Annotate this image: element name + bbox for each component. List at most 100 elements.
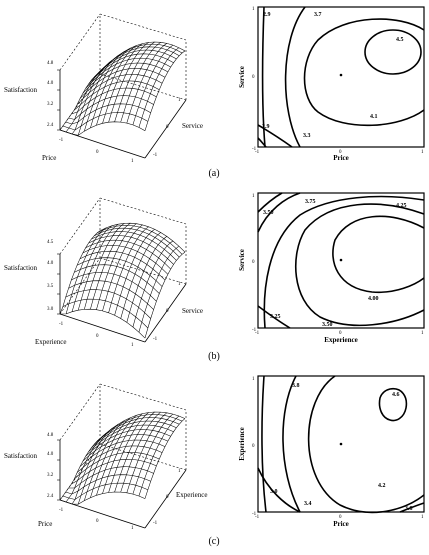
surface-mesh-line [82, 245, 169, 275]
contour-line [261, 6, 266, 148]
surface-mesh-line [71, 272, 157, 302]
contour-a-y-label: Service [238, 66, 246, 88]
contour-plot-c: 3.8 4.6 4.2 3.0 3.4 3.8 -1 0 1 -1 0 1 Pr… [238, 375, 425, 528]
surface-a-z-tick: 4.0 [47, 81, 54, 86]
contour-a-level-label: 2.9 [262, 124, 270, 130]
surface-mesh-line [114, 411, 155, 493]
surface-mesh-line [132, 413, 174, 495]
contour-c-x-tick: 1 [421, 515, 424, 520]
contour-a-level-label: 3.3 [303, 133, 311, 139]
surface-c-y-tick: -1 [153, 521, 158, 526]
surface-a-z-tick: 4.8 [47, 61, 54, 66]
contour-c-frame [257, 375, 425, 513]
contour-line [257, 305, 291, 329]
contour-b-x-tick: -1 [255, 331, 260, 336]
surface-mesh-line [96, 415, 137, 496]
surface-a-y-tick: -1 [153, 153, 158, 158]
contour-a-lines [257, 6, 425, 148]
surface-c-y-tick: 0 [166, 495, 169, 500]
surface-mesh-b [57, 197, 187, 343]
surface-a-x-tick: 1 [131, 159, 134, 164]
contour-line [399, 502, 425, 513]
panel-c: Satisfaction Price Experience 4.8 4.0 3.… [4, 375, 425, 547]
contour-line [257, 137, 267, 148]
surface-mesh-line [65, 227, 107, 314]
surface-box-edge [99, 13, 187, 41]
panel-b: Satisfaction Experience Service 4.5 4.0 … [4, 192, 425, 362]
contour-c-level-label: 4.6 [392, 392, 400, 398]
contour-c-y-tick: -1 [252, 512, 257, 517]
contour-line [307, 375, 425, 514]
contour-c-lines [257, 375, 425, 514]
surface-mesh-line [99, 222, 186, 253]
surface-mesh-line [77, 223, 119, 311]
contour-a-y-tick: 1 [252, 7, 255, 12]
surface-mesh-line [65, 65, 107, 133]
surface-mesh-line [102, 43, 143, 124]
contour-a-level-label: 4.1 [370, 114, 378, 120]
contour-line [257, 192, 283, 213]
contour-b-center-point [339, 258, 343, 262]
surface-mesh-line [84, 420, 125, 501]
surface-mesh-line [120, 232, 161, 319]
surface-mesh-line [138, 415, 180, 497]
contour-b-level-label: 3.50 [322, 322, 333, 328]
contour-b-y-tick: 1 [252, 194, 255, 199]
contour-plot-b: 3.50 3.75 4.25 4.00 3.25 3.50 -1 0 1 -1 … [238, 192, 425, 344]
surface-mesh-line [71, 428, 113, 505]
contour-c-y-tick: 1 [252, 377, 255, 382]
surface-mesh-line [144, 418, 186, 499]
surface-mesh-line [108, 412, 149, 493]
surface-axis-line [144, 283, 187, 343]
contour-b-level-label: 3.50 [263, 210, 274, 216]
contour-line [263, 195, 425, 329]
panel-c-caption: (c) [208, 536, 219, 547]
surface-mesh-line [84, 223, 125, 310]
surface-mesh-line [59, 230, 101, 315]
surface-c-z-label: Satisfaction [4, 452, 38, 460]
surface-a-z-tick: 2.4 [47, 123, 54, 128]
contour-c-y-label: Experience [238, 427, 246, 460]
surface-mesh-line [90, 47, 131, 128]
surface-b-x-tick: 1 [131, 343, 134, 348]
surface-mesh-line [71, 60, 113, 135]
surface-mesh-line [102, 413, 143, 494]
surface-c-x-tick: -1 [59, 508, 64, 513]
surface-a-z-label: Satisfaction [4, 86, 38, 94]
contour-b-level-label: 4.00 [368, 296, 379, 302]
surface-plot-b: Satisfaction Experience Service 4.5 4.0 … [4, 197, 203, 348]
contour-c-x-tick: -1 [255, 515, 260, 520]
surface-box-edge [99, 257, 187, 285]
contour-a-center-point [339, 73, 343, 77]
contour-line [257, 192, 301, 233]
surface-mesh-line [62, 112, 149, 131]
surface-b-z-tick: 4.5 [47, 240, 54, 245]
surface-mesh-line [126, 43, 167, 124]
contour-b-y-label: Service [238, 249, 246, 271]
surface-a-y-tick: 1 [178, 98, 181, 103]
contour-b-x-tick: 0 [339, 331, 342, 336]
surface-c-x-tick: 1 [131, 526, 134, 531]
surface-mesh-line [59, 71, 101, 131]
surface-b-z-tick: 3.5 [47, 284, 54, 289]
surface-box-edge [59, 197, 101, 255]
surface-mesh-line [96, 223, 137, 310]
contour-a-x-tick: 1 [421, 150, 424, 155]
surface-a-x-tick: -1 [59, 138, 64, 143]
contour-b-x-tick: 1 [421, 331, 424, 336]
surface-mesh-line [132, 44, 174, 125]
surface-box-edge [99, 197, 187, 225]
surface-mesh-line [108, 42, 149, 123]
surface-b-y-tick: 1 [178, 282, 181, 287]
contour-line [257, 467, 301, 513]
surface-c-y-tick: 1 [178, 469, 181, 474]
contour-b-y-tick: -1 [252, 328, 257, 333]
contour-a-x-tick: 0 [339, 150, 342, 155]
surface-box-edge [99, 383, 187, 411]
surface-mesh-line [84, 51, 125, 132]
surface-box-edge [59, 383, 101, 441]
contour-c-level-label: 3.0 [270, 489, 278, 495]
surface-c-z-tick: 2.4 [47, 494, 54, 499]
contour-a-level-label: 2.9 [263, 12, 271, 18]
surface-plot-a: Satisfaction Price Service 4.8 4.0 3.2 2… [4, 13, 203, 164]
